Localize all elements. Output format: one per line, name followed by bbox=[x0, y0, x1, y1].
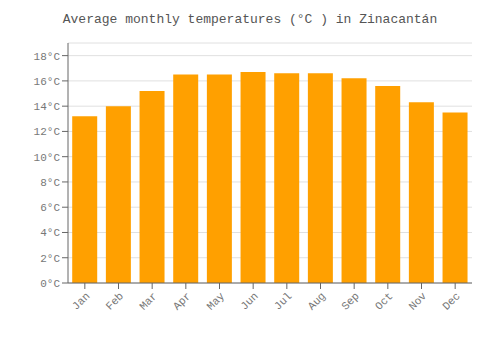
svg-text:Jul: Jul bbox=[272, 290, 294, 312]
svg-text:16°C: 16°C bbox=[34, 76, 61, 88]
svg-text:8°C: 8°C bbox=[40, 177, 60, 189]
svg-text:2°C: 2°C bbox=[40, 253, 60, 265]
svg-text:Dec: Dec bbox=[440, 290, 462, 312]
svg-text:Aug: Aug bbox=[306, 290, 328, 312]
svg-text:Apr: Apr bbox=[171, 290, 193, 312]
svg-text:10°C: 10°C bbox=[34, 152, 61, 164]
svg-text:Oct: Oct bbox=[373, 290, 395, 312]
svg-text:Sep: Sep bbox=[339, 290, 361, 312]
html-text:Average monthly temperatures (: Average monthly temperatures (°C ) in Zi… bbox=[62, 12, 438, 27]
svg-text:6°C: 6°C bbox=[40, 202, 60, 214]
svg-text:4°C: 4°C bbox=[40, 227, 60, 239]
svg-text:Mar: Mar bbox=[137, 290, 159, 312]
svg-text:14°C: 14°C bbox=[34, 101, 61, 113]
svg-text:18°C: 18°C bbox=[34, 51, 61, 63]
svg-text:May: May bbox=[205, 290, 228, 313]
svg-text:Jun: Jun bbox=[238, 290, 260, 312]
svg-text:12°C: 12°C bbox=[34, 126, 61, 138]
svg-text:Nov: Nov bbox=[407, 290, 430, 313]
svg-text:0°C: 0°C bbox=[40, 278, 60, 290]
svg-text:Feb: Feb bbox=[104, 290, 126, 312]
svg-text:Jan: Jan bbox=[70, 290, 92, 312]
